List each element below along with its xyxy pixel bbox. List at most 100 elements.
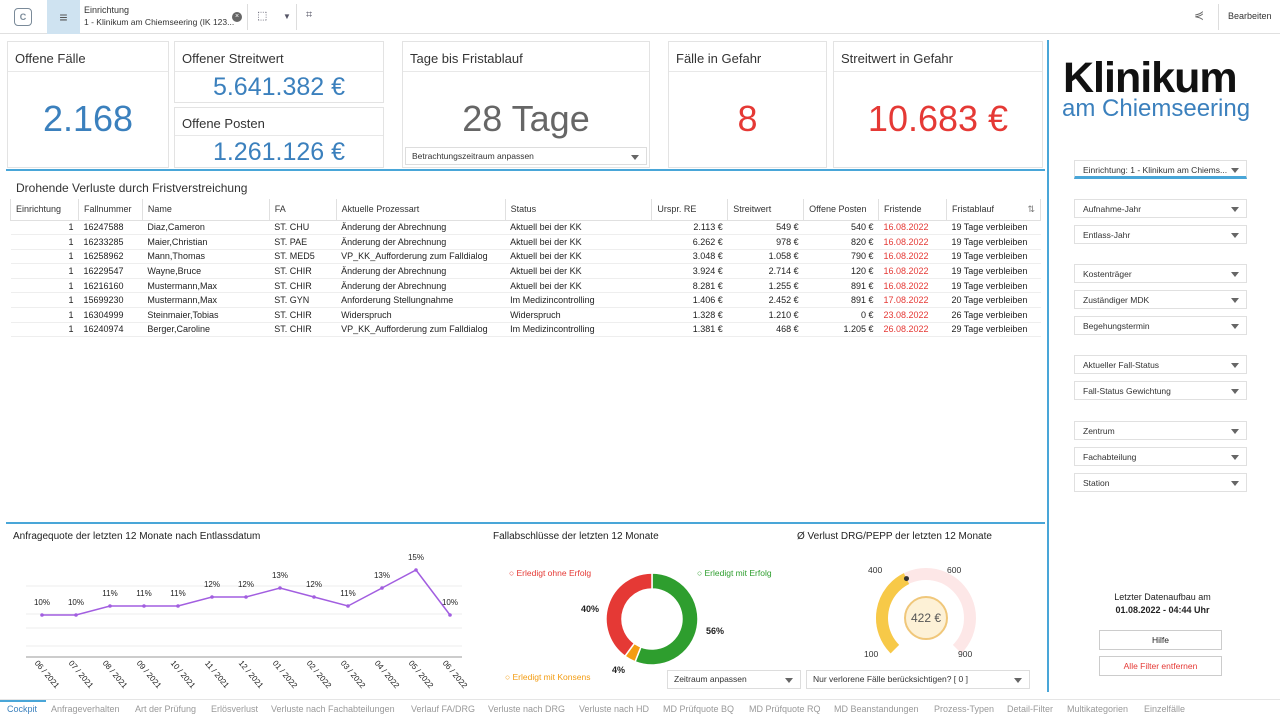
data-point[interactable] [40, 613, 44, 617]
chevron-down-icon[interactable]: ▼ [283, 12, 291, 21]
divider [247, 4, 248, 30]
legend-ohne-erfolg[interactable]: ○ Erledigt ohne Erfolg [509, 568, 592, 578]
kpi-faelle-gefahr[interactable]: Fälle in Gefahr 8 [668, 41, 827, 168]
filter-zustaendiger-mdk[interactable]: Zuständiger MDK [1074, 290, 1247, 309]
table-cell: 15699230 [78, 292, 143, 309]
tab-multikategorien[interactable]: Multikategorien [1067, 704, 1129, 714]
clear-selection-icon[interactable]: × [232, 12, 242, 22]
table-row[interactable]: 1 16304999 Steinmaier,Tobias ST. CHIR Widers… [10, 307, 1041, 323]
kpi-offene-posten[interactable]: Offene Posten 1.261.126 € [174, 107, 384, 168]
table-row[interactable]: 1 16229547 Wayne,Bruce ST. CHIR Änderung der… [10, 263, 1041, 279]
data-point[interactable] [380, 586, 384, 590]
data-point[interactable] [346, 604, 350, 608]
data-point[interactable] [108, 604, 112, 608]
filter-begehungstermin[interactable]: Begehungstermin [1074, 316, 1247, 335]
tab-verlauf-fa-drg[interactable]: Verlauf FA/DRG [411, 704, 476, 714]
column-header[interactable]: Status [504, 199, 653, 221]
kpi-tage-fristablauf[interactable]: Tage bis Fristablauf 28 Tage Betrachtung… [402, 41, 650, 168]
verlorene-faelle-dropdown[interactable]: Nur verlorene Fälle berücksichtigen? [ 0… [806, 670, 1030, 689]
data-point[interactable] [142, 604, 146, 608]
tab-md-pruefquote-bq[interactable]: MD Prüfquote BQ [663, 704, 735, 714]
column-header[interactable]: Fristende [878, 199, 947, 221]
tab-anfrageverhalten[interactable]: Anfrageverhalten [51, 704, 120, 714]
table-row[interactable]: 1 16240974 Berger,Caroline ST. CHIR VP_KK_Au… [10, 322, 1041, 338]
data-point[interactable] [312, 595, 316, 599]
zeitraum-anpassen-dropdown[interactable]: Zeitraum anpassen [667, 670, 801, 689]
tab-prozess-typen[interactable]: Prozess-Typen [934, 704, 995, 714]
donut-slice[interactable] [634, 572, 699, 666]
tab-verluste-drg[interactable]: Verluste nach DRG [488, 704, 566, 714]
column-header[interactable]: Offene Posten [803, 199, 880, 221]
table-row[interactable]: 1 15699230 Mustermann,Max ST. GYN Anforderun… [10, 292, 1041, 309]
data-point[interactable] [176, 604, 180, 608]
filter-einrichtung[interactable]: Einrichtung: 1 - Klinikum am Chiems... [1074, 160, 1247, 179]
table-cell: 19 Tage verbleiben [946, 220, 1041, 236]
app-logo-icon[interactable]: C [14, 8, 32, 26]
tab-md-pruefquote-rq[interactable]: MD Prüfquote RQ [749, 704, 821, 714]
kpi-offene-faelle[interactable]: Offene Fälle 2.168 [7, 41, 169, 168]
column-header[interactable]: Name [141, 199, 270, 221]
clear-filter-icon[interactable]: ⌗ [306, 9, 313, 21]
tab-art-der-pruefung[interactable]: Art der Prüfung [135, 704, 197, 714]
tab-einzelfaelle[interactable]: Einzelfälle [1144, 704, 1186, 714]
column-header[interactable]: Fallnummer [77, 199, 143, 221]
kpi-offener-streitwert[interactable]: Offener Streitwert 5.641.382 € [174, 41, 384, 103]
data-point[interactable] [74, 613, 78, 617]
legend-mit-erfolg[interactable]: ○ Erledigt mit Erfolg [697, 568, 772, 578]
filter-station[interactable]: Station [1074, 473, 1247, 492]
table-row[interactable]: 1 16258962 Mann,Thomas ST. MED5 VP_KK_Auffor… [10, 249, 1041, 265]
column-header[interactable]: FA [268, 199, 337, 221]
menu-icon[interactable]: ≡ [47, 0, 80, 34]
column-header[interactable]: Streitwert [727, 199, 805, 221]
zeitraum-dropdown[interactable]: Betrachtungszeitraum anpassen [405, 147, 647, 165]
verlust-gauge-chart[interactable]: 422 € [841, 562, 1001, 672]
column-header[interactable]: Aktuelle Prozessart [335, 199, 506, 221]
data-point[interactable] [278, 586, 282, 590]
filter-fachabteilung[interactable]: Fachabteilung [1074, 447, 1247, 466]
anfragequote-line-chart[interactable]: 10% 06 / 2021 10% 07 / 2021 11% 08 / 2021 11% 0… [12, 546, 472, 692]
tab-md-beanstandungen[interactable]: MD Beanstandungen [834, 704, 919, 714]
share-icon[interactable]: ⋞ [1194, 8, 1205, 22]
help-button[interactable]: Hilfe [1099, 630, 1222, 650]
filter-fall-status-gewichtung[interactable]: Fall-Status Gewichtung [1074, 381, 1247, 400]
table-cell: 16.08.2022 [878, 234, 947, 250]
clinic-logo-subtext: am Chiemseering [1062, 95, 1251, 122]
clear-filters-button[interactable]: Alle Filter entfernen [1099, 656, 1222, 676]
donut-slice[interactable] [605, 572, 653, 658]
tab-verluste-hd[interactable]: Verluste nach HD [579, 704, 650, 714]
chevron-down-icon [1014, 678, 1022, 683]
column-header[interactable]: Urspr. RE [651, 199, 729, 221]
einrichtung-selection[interactable]: 1 - Klinikum am Chiemseering (IK 123... [84, 17, 235, 27]
kpi-value: 10.683 € [867, 98, 1009, 139]
fallabschluesse-donut-chart[interactable]: 56% 40% 4% [566, 564, 726, 674]
filter-zentrum[interactable]: Zentrum [1074, 421, 1247, 440]
tab-erloesverlust[interactable]: Erlösverlust [211, 704, 259, 714]
edit-button[interactable]: Bearbeiten [1228, 11, 1272, 21]
table-cell: ST. CHIR [269, 307, 337, 323]
divider [669, 71, 826, 72]
data-point[interactable] [244, 595, 248, 599]
data-point[interactable] [448, 613, 452, 617]
table-row[interactable]: 1 16233285 Maier,Christian ST. PAE Änderung … [10, 234, 1041, 250]
filter-aufnahme-jahr[interactable]: Aufnahme-Jahr [1074, 199, 1247, 218]
tab-detail-filter[interactable]: Detail-Filter [1007, 704, 1054, 714]
filter-entlass-jahr[interactable]: Entlass-Jahr [1074, 225, 1247, 244]
column-header[interactable]: Fristablauf ⇅ [945, 199, 1042, 221]
sheet-tabs: Cockpit Anfrageverhalten Art der Prüfung… [0, 699, 1280, 720]
tab-verluste-fachabteilungen[interactable]: Verluste nach Fachabteilungen [271, 704, 395, 714]
update-label: Letzter Datenaufbau am [1114, 592, 1211, 602]
sort-icon[interactable]: ⇅ [1027, 203, 1035, 214]
table-header-row: Einrichtung Fallnummer Name FA Aktuelle … [10, 199, 1042, 221]
tab-cockpit[interactable]: Cockpit [7, 704, 38, 714]
table-row[interactable]: 1 16216160 Mustermann,Max ST. CHIR Änderung … [10, 278, 1041, 294]
kpi-streitwert-gefahr[interactable]: Streitwert in Gefahr 10.683 € [833, 41, 1043, 168]
selection-tool-icon[interactable]: ⬚ [257, 10, 268, 22]
data-point[interactable] [414, 568, 418, 572]
filter-fall-status[interactable]: Aktueller Fall-Status [1074, 355, 1247, 374]
data-point[interactable] [210, 595, 214, 599]
filter-kostentraeger[interactable]: Kostenträger [1074, 264, 1247, 283]
table-row[interactable]: 1 16247588 Diaz,Cameron ST. CHU Änderung der… [10, 220, 1041, 236]
column-header[interactable]: Einrichtung [10, 199, 79, 221]
legend-mit-konsens[interactable]: ○ Erledigt mit Konsens [505, 672, 591, 682]
table-cell: 1.328 € [651, 307, 728, 323]
